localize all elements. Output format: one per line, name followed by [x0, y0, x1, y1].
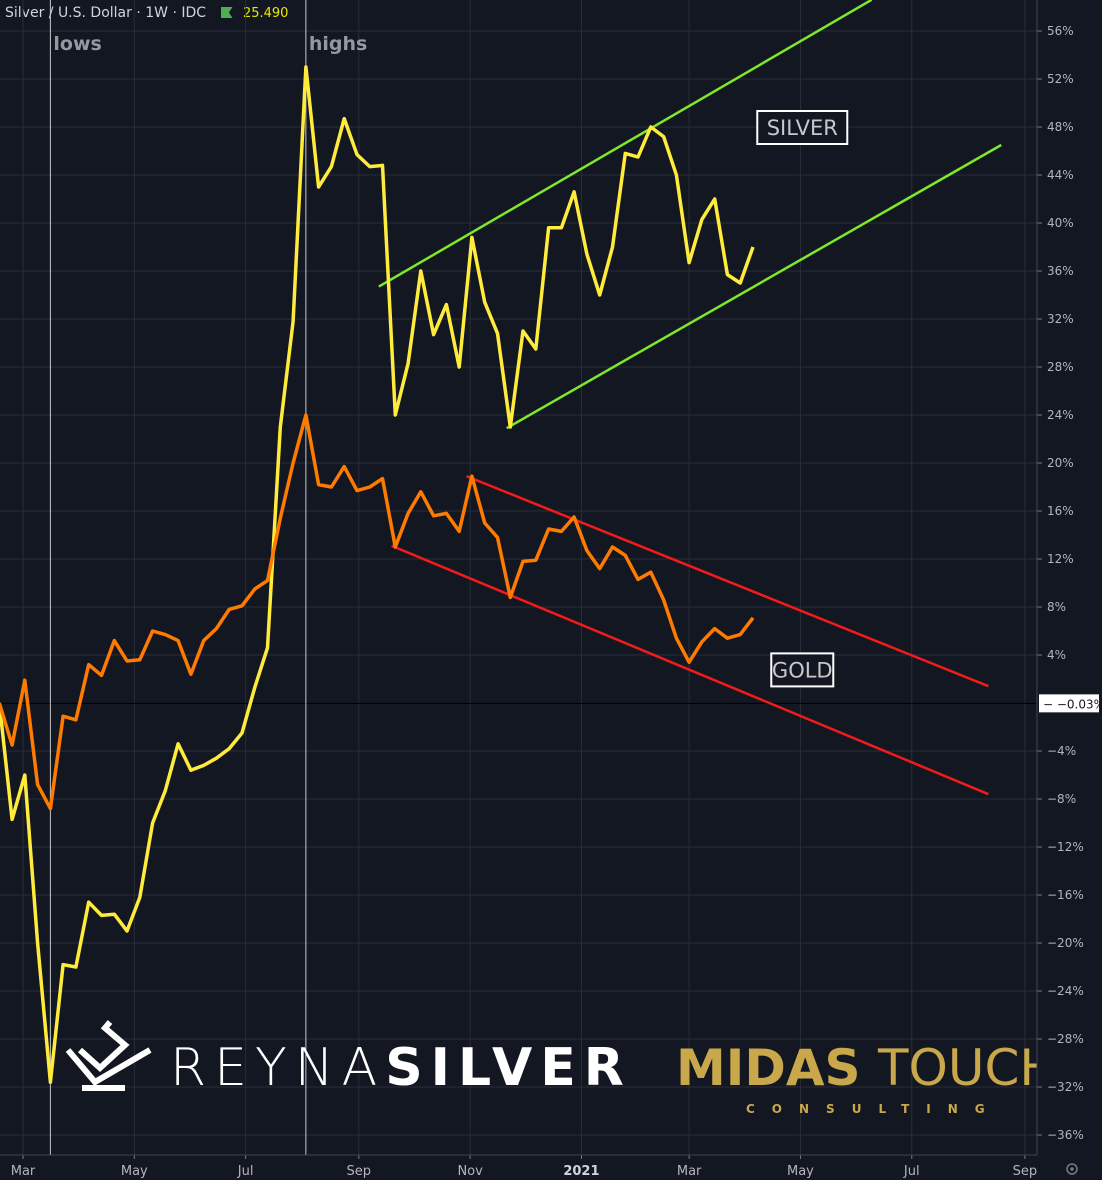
price-axis[interactable]: 56% 52% 48% 44% 40% 36% 32% 28% 24% 20% 16% 12% 8% 4%… — [1036, 0, 1102, 1180]
data-source: IDC — [181, 5, 207, 21]
silver-channel-upper — [378, 0, 873, 288]
x-tick-label: Jul — [903, 1164, 920, 1179]
y-tick-label: 8% — [1047, 600, 1066, 614]
y-tick-label: −20% — [1047, 936, 1084, 950]
interval[interactable]: 1W — [145, 5, 168, 21]
y-tick-label: 40% — [1047, 216, 1074, 230]
y-tick-label: 52% — [1047, 72, 1074, 86]
annotation-box-gold — [770, 652, 835, 688]
time-axis-bg — [0, 1155, 1102, 1180]
last-price: 25.490 — [242, 6, 289, 21]
x-tick-label: Sep — [1013, 1164, 1038, 1179]
annotation-box-silver — [756, 110, 849, 145]
y-tick-label: 20% — [1047, 456, 1074, 470]
y-tick-label: 28% — [1047, 360, 1074, 374]
marker-label-highs: highs — [309, 33, 367, 55]
series-lines — [0, 65, 755, 1084]
gold-channel-upper — [466, 475, 989, 688]
y-tick-label: 32% — [1047, 312, 1074, 326]
x-tick-label: Sep — [347, 1164, 372, 1179]
gear-icon[interactable] — [1066, 1163, 1078, 1175]
watermark-left: REYNASILVER — [170, 1038, 632, 1098]
annotations: SILVER GOLD — [756, 110, 849, 688]
symbol-title[interactable]: Silver / U.S. Dollar — [5, 5, 132, 21]
vertical-markers: lows highs — [49, 0, 367, 1155]
marker-label-lows: lows — [53, 33, 101, 55]
annotation-label-silver: SILVER — [767, 116, 838, 140]
y-tick-label: 36% — [1047, 264, 1074, 278]
watermark-right-sub: CONSULTING — [746, 1102, 1002, 1116]
watermark-right: MIDAS TOUCH — [676, 1039, 1057, 1097]
current-value-label: − −0.03% — [1043, 697, 1102, 711]
trendlines[interactable] — [378, 0, 1002, 796]
time-axis[interactable]: Mar May Jul Sep Nov 2021 Mar May Jul Sep — [0, 1154, 1102, 1180]
y-tick-label: 24% — [1047, 408, 1074, 422]
y-tick-label: 16% — [1047, 504, 1074, 518]
x-tick-label: Mar — [677, 1164, 702, 1179]
x-tick-label: 2021 — [563, 1164, 599, 1179]
y-tick-label: 4% — [1047, 648, 1066, 662]
chart-header: Silver / U.S. Dollar · 1W · IDC 25.490 — [5, 5, 289, 21]
price-axis-bg — [1037, 0, 1102, 1180]
y-tick-label: 44% — [1047, 168, 1074, 182]
flag-icon[interactable] — [220, 7, 233, 18]
y-tick-label: −36% — [1047, 1128, 1084, 1142]
reyna-silver-logo-icon — [65, 1020, 152, 1091]
silver-channel-lower — [506, 143, 1002, 430]
annotation-label-gold: GOLD — [772, 658, 833, 682]
y-tick-label: 48% — [1047, 120, 1074, 134]
gold-channel-lower — [391, 544, 989, 796]
y-tick-label: 56% — [1047, 24, 1074, 38]
y-tick-label: −8% — [1047, 792, 1076, 806]
x-tick-label: Nov — [457, 1164, 483, 1179]
y-tick-label: 12% — [1047, 552, 1074, 566]
y-tick-label: −12% — [1047, 840, 1084, 854]
watermarks: REYNASILVER MIDAS TOUCH CONSULTING — [65, 1020, 1057, 1116]
series-line-silver — [0, 65, 755, 1084]
y-tick-label: −4% — [1047, 744, 1076, 758]
series-line-gold — [0, 413, 755, 811]
y-tick-label: −16% — [1047, 888, 1084, 902]
y-tick-label: −32% — [1047, 1080, 1084, 1094]
x-tick-label: May — [787, 1164, 814, 1179]
x-tick-label: May — [121, 1164, 148, 1179]
x-tick-label: Mar — [11, 1164, 36, 1179]
current-value-badge — [1039, 694, 1099, 713]
y-tick-label: −28% — [1047, 1032, 1084, 1046]
y-tick-label: −24% — [1047, 984, 1084, 998]
x-tick-label: Jul — [237, 1164, 254, 1179]
